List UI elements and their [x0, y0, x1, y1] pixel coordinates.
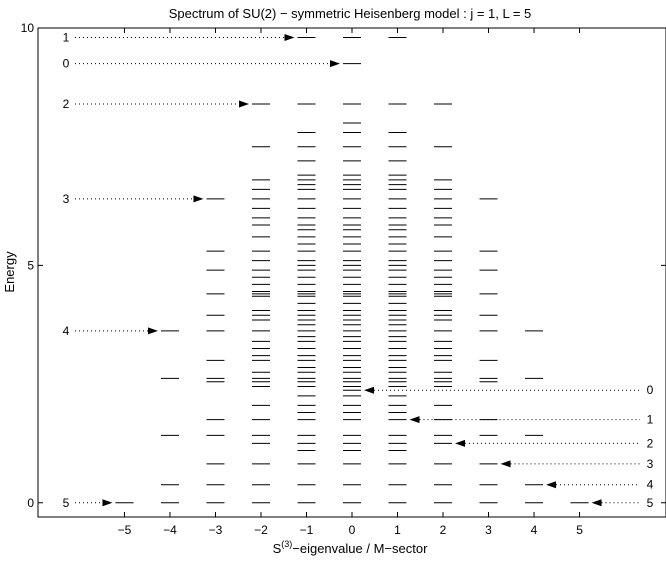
- annotation-arrowhead: [238, 100, 249, 108]
- x-tick-label: −5: [118, 523, 132, 537]
- x-axis-label: S(3)−eigenvalue / M−sector: [273, 539, 428, 556]
- annotation-label-right: 0: [647, 383, 654, 397]
- energy-levels: [115, 36, 589, 504]
- annotation-arrowhead: [455, 439, 466, 447]
- chart-title: Spectrum of SU(2) − symmetric Heisenberg…: [169, 6, 532, 21]
- annotation-label-left: 1: [63, 30, 70, 44]
- annotation-arrowhead: [102, 499, 113, 507]
- annotation-label-right: 2: [647, 436, 654, 450]
- x-tick-label: −4: [163, 523, 177, 537]
- x-axis-label-rest: −eigenvalue / M−sector: [292, 541, 428, 556]
- y-axis-label: Energy: [2, 251, 17, 293]
- annotation-arrowhead: [330, 60, 340, 68]
- x-tick-label: −2: [254, 523, 268, 537]
- x-tick-label: 0: [349, 523, 356, 537]
- x-tick-label: −3: [209, 523, 223, 537]
- multiplet-annotations: 1 0 2 3 4 5 0 1 2 3 4 5: [63, 30, 654, 509]
- y-tick-label: 0: [27, 496, 34, 510]
- annotation-arrowhead: [364, 386, 374, 394]
- x-tick-label: 4: [531, 523, 538, 537]
- annotation-arrowhead: [500, 460, 511, 468]
- annotation-label-left: 0: [63, 57, 70, 71]
- x-tick-label: 1: [394, 523, 401, 537]
- annotation-label-right: 3: [647, 457, 654, 471]
- annotation-arrowhead: [409, 416, 420, 424]
- annotation-arrowhead: [284, 33, 295, 41]
- y-tick-label: 5: [27, 258, 34, 272]
- annotation-label-left: 4: [63, 324, 70, 338]
- annotation-arrowhead: [147, 327, 158, 335]
- annotation-arrowhead: [193, 195, 204, 203]
- annotation-label-right: 4: [647, 478, 654, 492]
- x-tick-label: −1: [300, 523, 314, 537]
- x-axis-label-superscript: (3): [281, 539, 292, 549]
- x-tick-label: 3: [485, 523, 492, 537]
- annotation-label-right: 1: [647, 413, 654, 427]
- annotation-label-left: 2: [63, 97, 70, 111]
- x-axis-label-main: S: [273, 541, 282, 556]
- x-tick-label: 5: [576, 523, 583, 537]
- annotation-label-left: 3: [63, 192, 70, 206]
- x-tick-label: 2: [440, 523, 447, 537]
- annotation-label-left: 5: [63, 496, 70, 510]
- annotation-arrowhead: [591, 499, 602, 507]
- y-tick-label: 10: [21, 21, 35, 35]
- annotation-label-right: 5: [647, 496, 654, 510]
- annotation-arrowhead: [546, 481, 557, 489]
